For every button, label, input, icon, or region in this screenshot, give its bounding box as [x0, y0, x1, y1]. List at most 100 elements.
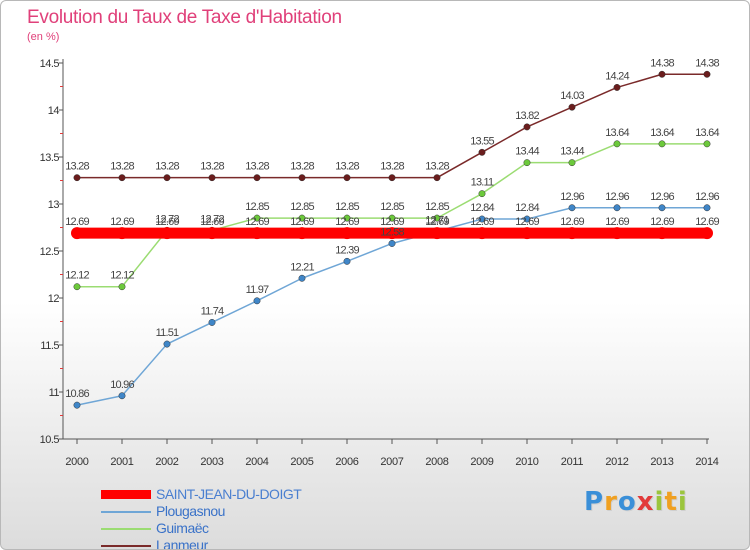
legend-label: Lanmeur: [156, 537, 208, 550]
data-label: 11.74: [201, 305, 224, 317]
y-tick-label: 13: [48, 199, 60, 211]
data-label: 12.71: [425, 214, 449, 226]
data-point: [433, 214, 441, 222]
logo-letter: o: [617, 487, 637, 517]
data-label: 12.69: [470, 216, 494, 228]
data-point: [73, 283, 81, 291]
data-label: 12.85: [290, 201, 314, 213]
y-tick-label: 12.5: [40, 246, 60, 258]
data-point: [478, 215, 486, 223]
y-tick-label: 14: [48, 105, 60, 117]
chart-title: Evolution du Taux de Taxe d'Habitation: [27, 7, 342, 28]
data-label: 13.28: [335, 161, 359, 173]
data-point: [73, 401, 81, 409]
data-label: 12.69: [380, 216, 404, 228]
x-tick-label: 2014: [695, 456, 718, 468]
data-point: [613, 204, 621, 212]
x-tick-label: 2001: [110, 456, 133, 468]
logo-letter: t: [664, 487, 678, 517]
data-label: 12.69: [695, 216, 719, 228]
x-tick-label: 2007: [380, 456, 403, 468]
data-label: 13.28: [200, 161, 224, 173]
data-label: 13.28: [65, 161, 89, 173]
data-label: 13.44: [515, 146, 539, 158]
data-label: 13.11: [471, 177, 494, 189]
x-tick-label: 2000: [65, 456, 88, 468]
data-point: [658, 70, 666, 78]
data-point: [343, 174, 351, 182]
data-point: [656, 227, 668, 240]
data-label: 13.64: [650, 127, 674, 139]
data-point: [523, 215, 531, 223]
data-label: 12.12: [110, 270, 134, 282]
logo-letter: r: [604, 487, 618, 517]
data-label: 12.69: [245, 216, 269, 228]
data-point: [343, 257, 351, 265]
legend-swatch: [101, 528, 151, 530]
data-label: 12.96: [560, 191, 584, 203]
data-point: [386, 227, 398, 240]
data-label: 12.69: [200, 216, 224, 228]
data-point: [568, 103, 576, 111]
data-point: [251, 227, 263, 240]
data-label: 12.69: [65, 216, 89, 228]
data-point: [388, 174, 396, 182]
y-tick-label: 13.5: [40, 152, 60, 164]
data-point: [253, 174, 261, 182]
data-point: [296, 227, 308, 240]
data-label: 13.28: [155, 161, 179, 173]
data-point: [71, 227, 83, 240]
data-label: 12.96: [695, 191, 719, 203]
data-label: 12.72: [155, 213, 179, 225]
data-point: [118, 174, 126, 182]
data-label: 12.96: [650, 191, 674, 203]
legend-label: Plougasnou: [156, 503, 225, 519]
data-point: [478, 190, 486, 198]
data-label: 13.28: [290, 161, 314, 173]
x-tick-label: 2008: [425, 456, 448, 468]
data-point: [208, 318, 216, 326]
logo-letter: i: [654, 487, 665, 517]
data-label: 11.51: [156, 327, 179, 339]
data-point: [118, 283, 126, 291]
data-label: 12.85: [380, 201, 404, 213]
data-point: [163, 174, 171, 182]
data-label: 14.24: [605, 70, 629, 82]
x-tick-label: 2005: [290, 456, 313, 468]
x-tick-label: 2009: [470, 456, 493, 468]
data-point: [523, 123, 531, 131]
data-label: 12.69: [515, 216, 539, 228]
x-tick-label: 2002: [155, 456, 178, 468]
data-label: 13.82: [515, 110, 539, 122]
data-point: [658, 204, 666, 212]
logo-letter: x: [636, 487, 655, 517]
data-point: [611, 227, 623, 240]
data-point: [253, 297, 261, 305]
data-point: [253, 214, 261, 222]
data-label: 13.64: [695, 127, 719, 139]
data-point: [523, 159, 531, 167]
data-label: 12.69: [560, 216, 584, 228]
data-point: [568, 159, 576, 167]
data-label: 14.38: [650, 57, 674, 69]
logo-letter: i: [677, 487, 688, 517]
data-label: 10.96: [110, 379, 134, 391]
data-label: 12.84: [515, 202, 539, 214]
chart-unit: (en %): [27, 31, 60, 43]
data-point: [161, 227, 173, 240]
legend-label: SAINT-JEAN-DU-DOIGT: [156, 486, 302, 502]
x-tick-label: 2006: [335, 456, 358, 468]
y-tick-label: 11.5: [40, 340, 59, 352]
data-point: [613, 140, 621, 148]
y-tick-label: 11: [49, 387, 60, 399]
logo-letter: P: [584, 487, 605, 517]
data-label: 12.12: [65, 270, 89, 282]
data-label: 12.69: [290, 216, 314, 228]
data-label: 12.84: [470, 202, 494, 214]
data-point: [476, 227, 488, 240]
chart-data-labels: 12.69 12.69 12.69 12.69 12.69 12.69 12.69 12.69…: [65, 57, 720, 400]
data-point: [298, 174, 306, 182]
legend-label: Guimaëc: [156, 520, 209, 536]
data-label: 14.38: [695, 57, 719, 69]
